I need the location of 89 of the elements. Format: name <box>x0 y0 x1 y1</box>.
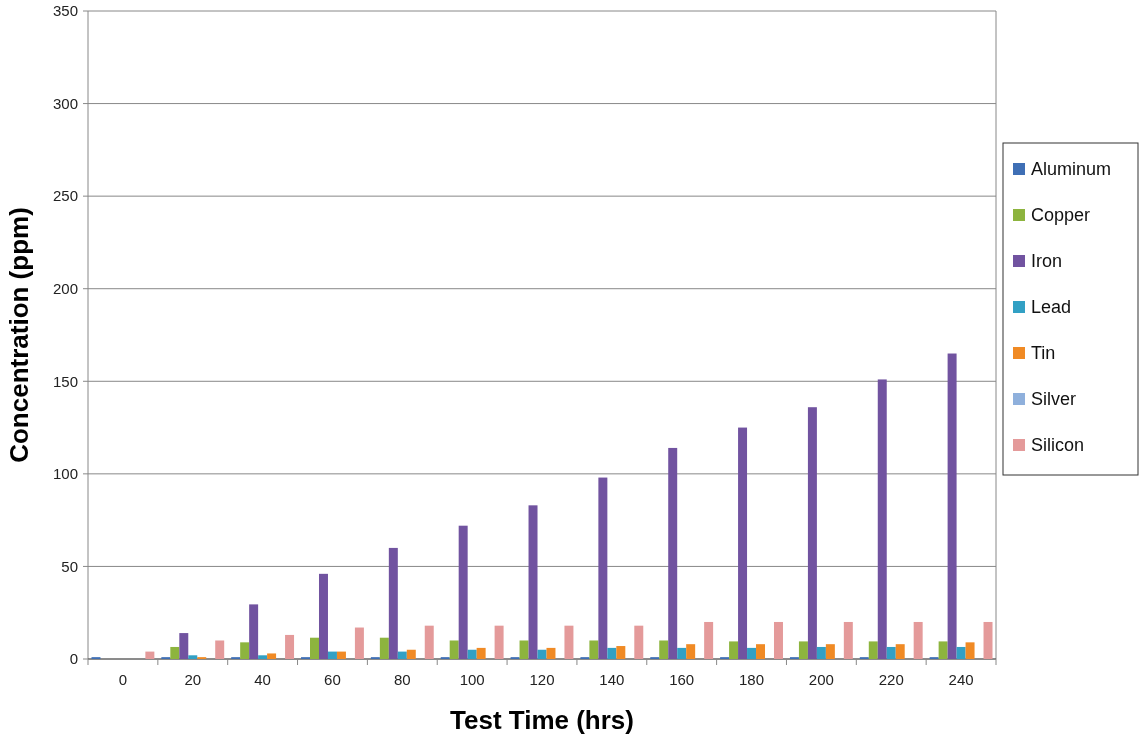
x-tick-label: 100 <box>459 671 485 688</box>
bar <box>240 642 250 659</box>
legend-label: Aluminum <box>1031 159 1112 180</box>
bar <box>677 647 687 659</box>
bar <box>704 621 714 659</box>
bar <box>285 634 295 659</box>
bar <box>589 640 599 659</box>
bar <box>336 651 346 659</box>
x-tick-label: 160 <box>669 671 695 688</box>
x-axis-title: Test Time (hrs) <box>450 705 634 735</box>
bar <box>397 651 407 659</box>
bar <box>494 625 504 659</box>
bar <box>379 637 389 659</box>
bar <box>616 646 626 659</box>
bar <box>258 655 268 659</box>
bar <box>807 407 817 659</box>
bar <box>145 651 155 659</box>
bar <box>773 621 783 659</box>
x-tick-label: 80 <box>393 671 411 688</box>
bar <box>267 653 277 659</box>
bar <box>877 379 887 659</box>
x-tick-label: 120 <box>529 671 555 688</box>
bar <box>825 644 835 659</box>
bar <box>738 427 748 659</box>
bar <box>843 621 853 659</box>
x-tick-label: 0 <box>118 671 128 688</box>
bar <box>868 641 878 659</box>
y-tick-label: 0 <box>69 650 78 668</box>
y-tick-label: 50 <box>61 557 78 575</box>
bar <box>458 525 468 659</box>
x-tick-label: 180 <box>739 671 765 688</box>
bar <box>318 573 328 659</box>
y-axis-title: Concentration (ppm) <box>4 207 34 463</box>
bar <box>546 647 556 659</box>
bar <box>668 447 678 659</box>
bar <box>747 647 757 659</box>
bar <box>686 644 696 659</box>
bar <box>528 505 538 659</box>
y-tick-label: 200 <box>52 279 78 297</box>
bar <box>798 641 808 659</box>
bar <box>983 621 993 659</box>
y-tick-label: 100 <box>52 465 78 483</box>
bar <box>816 646 826 659</box>
bar <box>965 642 975 659</box>
bar <box>598 477 608 659</box>
x-tick-label: 40 <box>254 671 271 688</box>
bar <box>327 651 337 659</box>
bar <box>249 604 259 659</box>
x-tick-label: 200 <box>808 671 834 688</box>
bar <box>467 649 477 659</box>
legend-label: Silver <box>1031 389 1077 410</box>
bar <box>886 646 896 659</box>
bar <box>956 646 966 659</box>
x-tick-label: 20 <box>184 671 202 688</box>
x-tick-label: 140 <box>599 671 625 688</box>
bar <box>913 621 923 659</box>
bar <box>188 655 198 659</box>
bar <box>310 637 319 659</box>
bar <box>449 640 459 659</box>
y-tick-label: 250 <box>52 187 78 205</box>
y-tick-label: 150 <box>52 372 78 390</box>
bar <box>729 641 739 659</box>
x-tick-label: 60 <box>324 671 341 688</box>
legend-label: Iron <box>1031 251 1063 272</box>
bar <box>607 647 617 659</box>
bar <box>564 625 574 659</box>
x-tick-label: 240 <box>948 671 974 688</box>
bar <box>476 647 486 659</box>
bar <box>354 627 364 659</box>
bar <box>947 353 957 659</box>
bar <box>179 633 189 659</box>
legend-label: Copper <box>1031 205 1091 226</box>
bar <box>659 640 669 659</box>
bar <box>170 646 180 659</box>
bar <box>215 640 225 659</box>
bar <box>388 547 398 659</box>
legend-label: Tin <box>1031 343 1056 364</box>
bar <box>519 640 529 659</box>
x-tick-label: 220 <box>878 671 904 688</box>
bar <box>634 625 644 659</box>
bar <box>424 625 434 659</box>
legend-label: Silicon <box>1031 435 1085 456</box>
y-tick-label: 300 <box>52 94 78 112</box>
legend-label: Lead <box>1031 297 1072 318</box>
y-tick-label: 350 <box>52 2 78 20</box>
bar <box>895 644 905 659</box>
bar <box>938 641 948 659</box>
bar <box>406 649 416 659</box>
bar <box>756 644 766 659</box>
